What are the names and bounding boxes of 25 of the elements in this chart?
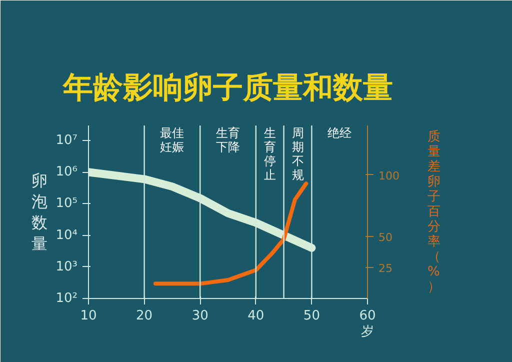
- text: 质量差卵子百分率（%）: [427, 130, 440, 294]
- x-tick-label: 40: [248, 308, 264, 324]
- y-tick-label: 10⁶: [56, 164, 78, 180]
- y-axis-title: 卵泡数量: [32, 171, 48, 253]
- x-tick-label: 20: [136, 308, 153, 324]
- x-tick-label: 60: [359, 308, 376, 324]
- chart-title: 年龄影响卵子质量和数量: [62, 70, 393, 106]
- ref-line-label: 最佳妊娠: [160, 126, 184, 154]
- ref-line-label: 生育停止: [264, 126, 276, 182]
- y2-tick-label: 25: [378, 262, 392, 276]
- x-axis-title: 岁: [361, 324, 374, 340]
- x-tick-label: 10: [80, 308, 97, 324]
- y2-tick-label: 50: [378, 231, 392, 244]
- ref-line-label: 生育下降: [216, 126, 240, 154]
- line-series: [153, 182, 308, 286]
- y2-tick-label: 100: [378, 169, 400, 182]
- y-tick-label: 10²: [56, 291, 78, 306]
- y-tick-label: 10⁴: [56, 228, 78, 243]
- y-tick-label: 10⁷: [56, 133, 78, 148]
- y-tick-label: 10⁵: [56, 196, 78, 212]
- ref-line-label: 周期不规: [292, 126, 304, 182]
- ref-line-label: 绝经: [328, 126, 352, 140]
- x-tick-label: 50: [303, 308, 320, 324]
- x-tick-label: 30: [192, 308, 208, 324]
- y-tick-label: 10³: [56, 259, 78, 274]
